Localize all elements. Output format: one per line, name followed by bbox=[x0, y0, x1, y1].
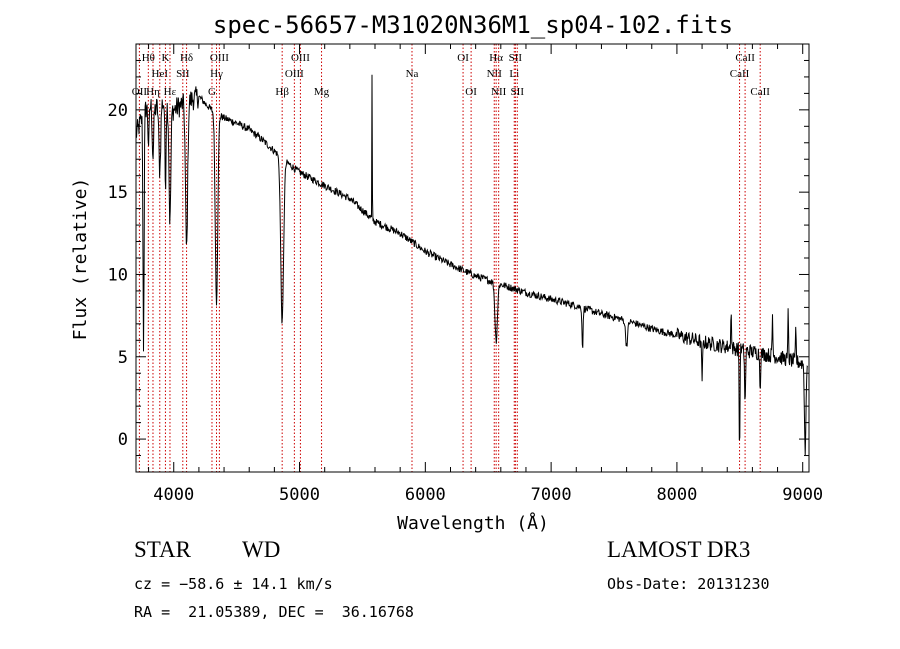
object-subclass: WD bbox=[242, 537, 281, 562]
line-marker-label-3: HeI bbox=[152, 68, 169, 80]
line-marker-label-12: OIII bbox=[285, 68, 304, 80]
line-marker-label-9: Hγ bbox=[210, 68, 223, 80]
line-marker-label-13: OIII bbox=[291, 52, 310, 64]
y-tick-label-3: 15 bbox=[108, 183, 128, 203]
y-tick-label-2: 10 bbox=[108, 265, 128, 285]
spectral-line-markers: OII Hθ Hη HeI K Hε SII Hδ G Hγ OIII Hβ OIII OIII Mg Na O… bbox=[132, 44, 770, 472]
sky-coordinates: RA = 21.05389, DEC = 36.16768 bbox=[134, 603, 414, 621]
spectrum-layer bbox=[135, 74, 809, 456]
line-marker-label-4: K bbox=[161, 52, 169, 64]
line-marker-label-10: OIII bbox=[210, 52, 229, 64]
y-axis-label: Flux (relative) bbox=[70, 178, 91, 341]
spectrum-line bbox=[135, 74, 809, 456]
x-tick-label-2: 6000 bbox=[405, 485, 446, 505]
line-marker-label-19: Hα bbox=[489, 52, 503, 64]
x-tick-label-0: 4000 bbox=[153, 485, 194, 505]
line-marker-label-16: OI bbox=[457, 52, 469, 64]
y-tick-label-4: 20 bbox=[108, 101, 128, 121]
plot-frame bbox=[135, 43, 810, 473]
object-class: STAR bbox=[134, 537, 191, 562]
x-tick-label-4: 8000 bbox=[656, 485, 697, 505]
line-marker-label-24: CaII bbox=[730, 68, 750, 80]
line-marker-label-26: CaII bbox=[750, 86, 770, 98]
x-tick-label-3: 7000 bbox=[531, 485, 572, 505]
line-marker-label-17: OI bbox=[465, 86, 477, 98]
line-marker-label-14: Mg bbox=[314, 86, 330, 98]
line-marker-label-21: Li bbox=[509, 68, 519, 80]
survey-name: LAMOST DR3 bbox=[607, 537, 751, 562]
line-marker-label-22: SII bbox=[509, 52, 523, 64]
line-marker-label-5: Hε bbox=[164, 86, 177, 98]
line-marker-label-0: OII bbox=[132, 86, 148, 98]
x-tick-label-1: 5000 bbox=[279, 485, 320, 505]
observation-date: Obs-Date: 20131230 bbox=[607, 575, 770, 593]
redshift-value: cz = −58.6 ± 14.1 km/s bbox=[134, 575, 333, 593]
chart-title: spec-56657-M31020N36M1_sp04-102.fits bbox=[213, 11, 733, 39]
line-marker-label-25: CaII bbox=[735, 52, 755, 64]
axes-layer: 4000 5000 6000 7000 8000 9000 0 5 10 15 20 bbox=[108, 44, 823, 505]
x-axis-label: Wavelength (Å) bbox=[397, 512, 549, 534]
line-marker-label-18: NII bbox=[487, 68, 503, 80]
line-marker-label-8: G bbox=[208, 86, 216, 98]
line-marker-label-1: Hθ bbox=[142, 52, 155, 64]
line-marker-label-23: SII bbox=[511, 86, 525, 98]
y-tick-label-0: 0 bbox=[118, 430, 128, 450]
line-marker-label-20: NII bbox=[491, 86, 507, 98]
line-marker-label-15: Na bbox=[406, 68, 419, 80]
line-marker-label-6: SII bbox=[176, 68, 190, 80]
y-tick-label-1: 5 bbox=[118, 348, 128, 368]
line-marker-label-7: Hδ bbox=[180, 52, 193, 64]
line-marker-label-11: Hβ bbox=[275, 86, 289, 98]
x-tick-label-5: 9000 bbox=[782, 485, 823, 505]
line-marker-label-2: Hη bbox=[146, 86, 160, 98]
